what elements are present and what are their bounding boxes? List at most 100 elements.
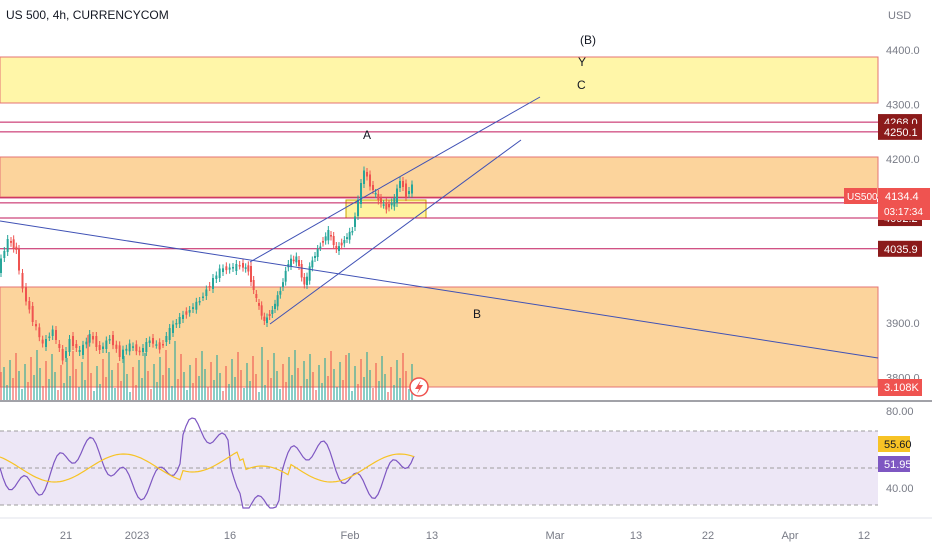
level-label-bg <box>878 123 922 140</box>
volume-bar <box>57 390 59 400</box>
volume-bar <box>69 376 71 400</box>
candle-body <box>65 351 67 358</box>
volume-bar <box>153 364 155 400</box>
candle-body <box>252 280 255 290</box>
channel-upper-line[interactable] <box>249 96 541 263</box>
volume-bar <box>372 388 374 400</box>
channel-lower-line[interactable] <box>269 139 522 325</box>
time-tick: 22 <box>702 530 714 542</box>
volume-bar <box>144 353 146 400</box>
volume-bar <box>156 382 158 400</box>
candle-body <box>105 340 108 349</box>
candle-body <box>38 327 41 338</box>
volume-bar <box>117 363 119 400</box>
candle-body <box>298 260 300 266</box>
candle-body <box>284 270 287 282</box>
candle-body <box>295 256 298 263</box>
volume-bar <box>399 378 401 400</box>
volume-bar <box>243 388 245 400</box>
volume-bar <box>294 350 296 400</box>
volume-bar <box>303 361 305 400</box>
volume-bar <box>192 383 194 400</box>
rsi-ma-value: 55.60 <box>884 439 912 451</box>
volume-bar <box>63 383 65 400</box>
candle-body <box>314 256 316 258</box>
volume-bar <box>54 372 56 400</box>
candle-body <box>125 348 128 351</box>
volume-bar <box>387 392 389 400</box>
volume-bar <box>222 391 224 400</box>
candle-body <box>279 291 282 295</box>
volume-bar <box>264 385 266 400</box>
volume-bar <box>84 380 86 400</box>
candle-body <box>242 263 244 268</box>
candle-body <box>51 329 54 336</box>
rsi-tick-80: 80.00 <box>886 406 914 418</box>
countdown: 03:17:34 <box>884 207 923 218</box>
volume-bar <box>126 374 128 400</box>
volume-bar <box>345 355 347 400</box>
volume-bar <box>249 381 251 400</box>
level-label: 4250.1 <box>884 127 918 139</box>
volume-bar <box>204 369 206 400</box>
candle-body <box>198 301 201 303</box>
volume-bar <box>291 375 293 400</box>
candle-body <box>212 278 214 289</box>
volume-bar <box>315 390 317 400</box>
volume-bar <box>0 372 2 400</box>
volume-bars <box>0 335 413 400</box>
candle-body <box>382 204 385 206</box>
volume-bar <box>177 379 179 400</box>
candle-body <box>274 303 276 309</box>
volume-bar <box>180 354 182 400</box>
volume-bar <box>96 366 98 400</box>
volume-bar <box>240 370 242 400</box>
candle-body <box>135 344 138 352</box>
lightning-icon[interactable] <box>409 377 429 397</box>
volume-bar <box>21 389 23 400</box>
rsi-ma-line <box>0 451 415 483</box>
time-axis[interactable]: 21 2023 16 Feb 13 Mar 13 22 Apr 12 <box>60 530 870 542</box>
candle-body <box>390 202 393 206</box>
candle-body <box>268 314 271 316</box>
candle-body <box>72 336 74 346</box>
volume-bar <box>75 369 77 400</box>
candle-body <box>138 350 141 353</box>
candle-body <box>408 191 410 194</box>
candle-body <box>195 301 198 310</box>
candle-body <box>35 324 37 327</box>
candle-body <box>238 265 241 267</box>
time-tick: 13 <box>426 530 438 542</box>
volume-bar <box>321 383 323 400</box>
candle-body <box>41 339 44 344</box>
volume-bar <box>366 352 368 400</box>
candle-body <box>28 301 31 310</box>
volume-bar <box>210 362 212 400</box>
volume-bar <box>132 367 134 400</box>
candle-body <box>61 349 64 361</box>
candle-body <box>380 198 382 204</box>
candle-body <box>15 246 18 250</box>
volume-bar <box>51 354 53 400</box>
candle-body <box>271 310 274 314</box>
volume-bar <box>306 379 308 400</box>
price-tick: 3900.0 <box>886 318 920 330</box>
candle-body <box>369 174 371 187</box>
volume-bar <box>183 372 185 400</box>
volume-bar <box>105 377 107 400</box>
candle-body <box>366 172 368 177</box>
descending-trendline[interactable] <box>0 220 879 359</box>
volume-bar <box>165 350 167 400</box>
volume-bar <box>66 358 68 400</box>
volume-bar <box>39 368 41 400</box>
price-tick: 4400.0 <box>886 45 920 57</box>
candle-body <box>208 286 211 288</box>
volume-bar <box>9 360 11 400</box>
volume-bar <box>138 360 140 400</box>
level-label: 4268.0 <box>884 117 918 129</box>
volume-bar <box>150 389 152 400</box>
candle-body <box>168 328 171 340</box>
volume-bar <box>354 366 356 400</box>
